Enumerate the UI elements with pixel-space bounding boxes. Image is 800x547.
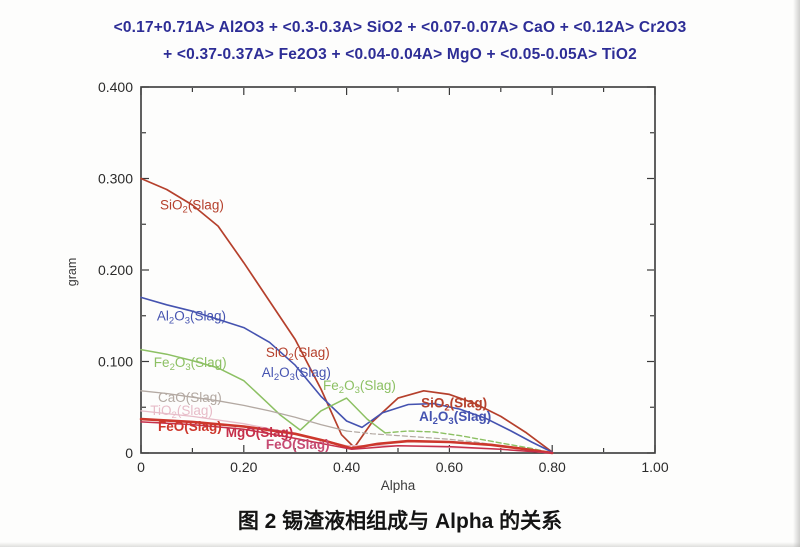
series-label: TiO2(Slag) [150, 403, 213, 421]
series-fe2o3-slag-dashed-tail [384, 430, 553, 454]
y-tick-label: 0.400 [98, 79, 133, 95]
series-label: Al2O3(Slag) [157, 308, 226, 326]
series-cao-slag- [140, 390, 348, 432]
series-label: SiO2(Slag) [160, 198, 224, 216]
scan-artifact-right-edge [793, 0, 800, 547]
x-tick-label: 0 [137, 459, 145, 475]
axis-ticks [140, 86, 656, 454]
y-tick-label: 0.200 [98, 262, 133, 278]
series-label: CaO(Slag) [158, 390, 222, 405]
y-tick-label: 0 [125, 445, 133, 461]
series-label: FeO(Slag) [158, 419, 222, 434]
plot-frame [140, 86, 656, 454]
scan-artifact-bottom-edge [0, 542, 800, 547]
x-tick-labels: 0 0.20 0.40 0.60 0.80 1.00 [137, 459, 669, 475]
y-tick-labels: 0 0.100 0.200 0.300 0.400 [98, 79, 133, 461]
x-tick-label: 0.40 [333, 459, 360, 475]
y-tick-label: 0.100 [98, 354, 133, 370]
x-tick-label: 1.00 [641, 459, 668, 475]
figure-caption: 图 2 锡渣液相组成与 Alpha 的关系 [237, 510, 563, 533]
y-axis-label: gram [65, 258, 79, 286]
formula-line-1: <0.17+0.71A> Al2O3 + <0.3-0.3A> SiO2 + <… [113, 19, 687, 36]
x-axis-label: Alpha [381, 478, 416, 493]
formula-line-2: + <0.37-0.37A> Fe2O3 + <0.04-0.04A> MgO … [163, 46, 637, 63]
y-tick-label: 0.300 [98, 171, 133, 187]
series-sio2-slag- [140, 177, 554, 453]
x-tick-label: 0.80 [539, 459, 566, 475]
series-label: FeO(Slag) [266, 437, 330, 452]
reaction-formula-title: <0.17+0.71A> Al2O3 + <0.3-0.3A> SiO2 + <… [0, 14, 800, 68]
series-label: SiO2(Slag) [266, 345, 330, 363]
series-label: MgO(Slag) [226, 425, 293, 440]
series-feo-slag- [139, 417, 554, 455]
series-label: SiO2(Slag) [421, 395, 487, 413]
x-tick-label: 0.60 [436, 459, 463, 475]
series-mgo-slag- [140, 421, 553, 454]
series-label: Fe2O3(Slag) [323, 378, 396, 396]
x-tick-label: 0.20 [230, 459, 257, 475]
series-al2o3-slag- [140, 296, 554, 453]
series-label: Al2O3(Slag) [262, 365, 331, 383]
series-fe2o3-slag- [140, 348, 386, 434]
series-label: Fe2O3(Slag) [154, 355, 227, 373]
series-label: Al2O3(Slag) [419, 409, 491, 427]
